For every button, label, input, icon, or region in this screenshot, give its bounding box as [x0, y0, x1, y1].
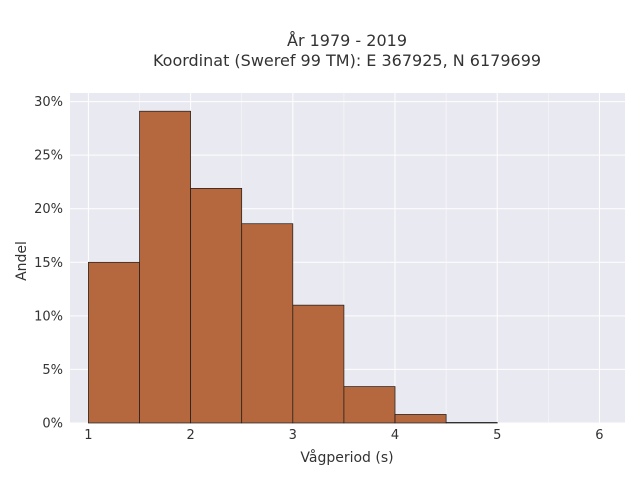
histogram-bar	[190, 188, 243, 424]
x-tick-label: 1	[84, 428, 92, 443]
y-tick-label: 0%	[42, 417, 63, 432]
histogram-bar	[88, 261, 140, 424]
histogram-bar	[139, 110, 191, 424]
chart-title-line1: År 1979 - 2019	[287, 31, 407, 50]
y-tick-label: 25%	[34, 149, 63, 164]
x-tick-label: 4	[391, 428, 399, 443]
y-tick-label: 30%	[34, 95, 63, 110]
histogram-bar	[445, 422, 498, 424]
chart-title-line2: Koordinat (Sweref 99 TM): E 367925, N 61…	[153, 51, 541, 70]
y-tick-label: 10%	[34, 309, 63, 324]
x-axis-ticks: 1 2 3 4 5 6	[84, 428, 603, 443]
x-tick-label: 2	[186, 428, 194, 443]
y-tick-label: 15%	[34, 256, 63, 271]
bars-layer	[88, 110, 498, 424]
x-axis-label: Vågperiod (s)	[300, 449, 393, 466]
y-tick-label: 20%	[34, 202, 63, 217]
y-axis-label: Andel	[14, 241, 30, 281]
y-axis-ticks: 0% 5% 10% 15% 20% 25% 30%	[34, 95, 63, 431]
y-tick-label: 5%	[42, 363, 63, 378]
histogram-bar	[292, 304, 345, 424]
x-tick-label: 6	[595, 428, 603, 443]
histogram-bar	[241, 223, 294, 424]
histogram-bar	[343, 386, 396, 424]
x-tick-label: 5	[493, 428, 501, 443]
x-tick-label: 3	[289, 428, 297, 443]
histogram-bar	[394, 414, 447, 424]
